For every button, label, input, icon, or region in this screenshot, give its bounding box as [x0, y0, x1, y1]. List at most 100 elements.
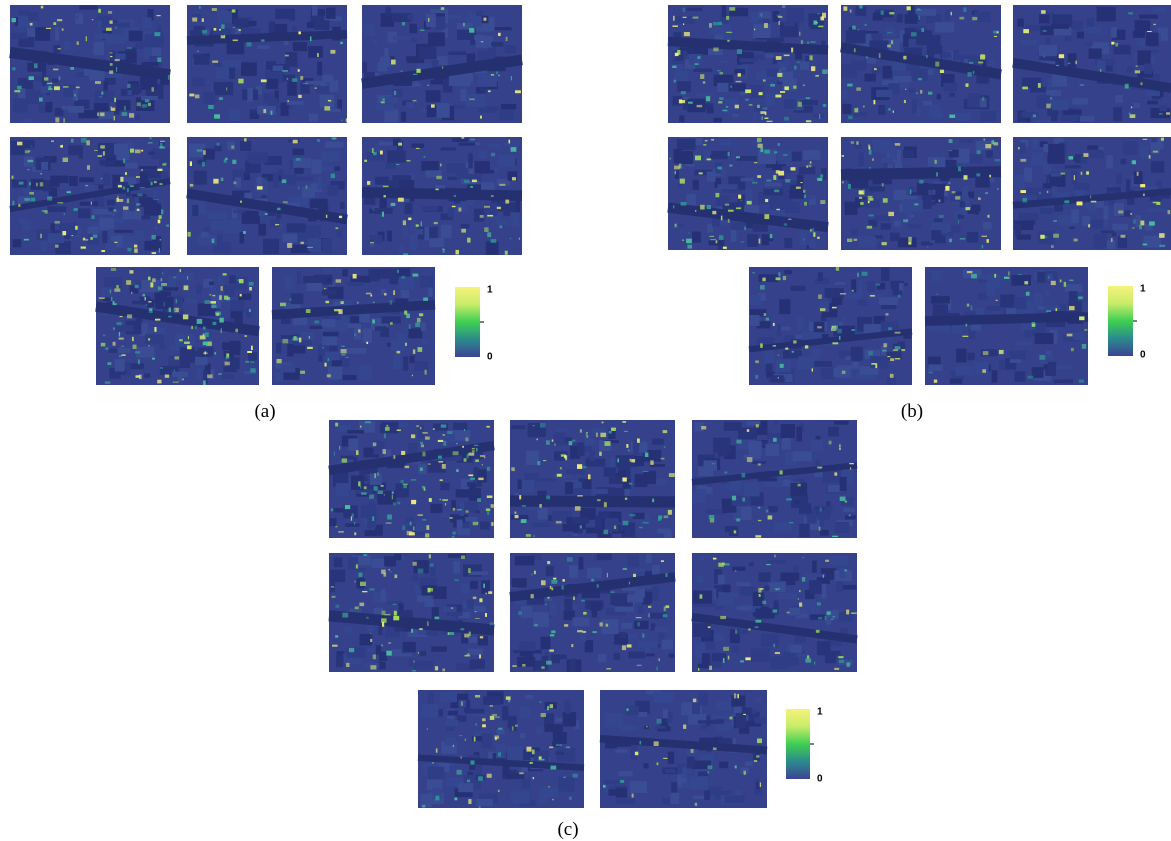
tile-texture [233, 210, 245, 213]
tile-activation [911, 32, 917, 36]
tile-texture [300, 332, 314, 340]
tile-texture [975, 178, 989, 188]
tile-texture [909, 89, 915, 93]
tile-activation [412, 375, 413, 377]
tile-activation [1075, 61, 1077, 65]
tile-activation [551, 631, 555, 634]
tile-texture [496, 730, 504, 735]
tile-activation [849, 463, 854, 464]
tile-activation [339, 216, 342, 218]
tile-activation [18, 204, 20, 207]
tile-activation [40, 234, 42, 239]
tile-activation [476, 448, 477, 452]
tile-texture [851, 347, 863, 361]
tile-texture [681, 702, 692, 715]
tile-activation [839, 444, 840, 447]
tile-texture [799, 503, 811, 514]
tile-texture [95, 33, 109, 39]
tile-activation [724, 472, 727, 474]
tile-activation [317, 53, 319, 57]
tile-texture [380, 57, 390, 67]
tile-texture [63, 41, 71, 51]
tile-activation [720, 616, 726, 619]
tile-texture [480, 521, 489, 529]
tile-texture [465, 709, 485, 714]
tile-texture [387, 150, 406, 162]
tile-texture [335, 166, 341, 171]
tile-activation [817, 467, 822, 469]
tile-activation [195, 95, 200, 99]
tile-texture [436, 103, 449, 118]
tile-activation [137, 209, 140, 211]
tile-activation [736, 518, 740, 521]
tile-activation [784, 55, 790, 57]
tile-activation [738, 195, 741, 199]
tile-texture [233, 19, 248, 28]
tile-texture [1047, 155, 1064, 164]
tile-texture [135, 114, 140, 120]
tile-texture [145, 334, 164, 343]
tile-activation [603, 785, 606, 788]
tile-texture [774, 421, 778, 425]
tile-texture [704, 790, 710, 800]
tile-texture [1072, 98, 1088, 104]
tile-texture [960, 202, 965, 208]
tile-activation [381, 485, 384, 487]
tile-activation [695, 156, 701, 161]
tile-activation [552, 799, 554, 800]
tile-texture [522, 480, 535, 492]
tile-texture [978, 280, 987, 283]
tile-texture [1015, 224, 1021, 237]
tile-texture [968, 353, 975, 361]
tile-activation [214, 352, 216, 354]
tile-activation [1022, 87, 1028, 90]
tile-activation [1056, 65, 1059, 66]
tile-activation [887, 32, 891, 33]
tile-activation [803, 84, 805, 86]
tile-texture [935, 22, 954, 32]
tile-activation [728, 210, 734, 212]
tile-texture [764, 189, 784, 196]
tile-activation [488, 90, 490, 92]
tile-texture [486, 241, 499, 255]
tile-activation [627, 644, 632, 647]
tile-texture [638, 712, 648, 717]
tile-activation [372, 516, 374, 521]
tile-activation [456, 443, 458, 444]
tile-activation [522, 664, 525, 667]
tile-activation [121, 346, 124, 348]
tile-activation [429, 554, 431, 558]
tile-activation [394, 611, 397, 616]
tile-activation [663, 758, 667, 759]
tile-texture [931, 230, 941, 240]
tile-activation [982, 236, 988, 237]
tile-activation [207, 374, 213, 378]
tile-activation [540, 423, 546, 428]
tile-activation [509, 140, 511, 144]
tile-activation [205, 332, 209, 337]
tile-activation [355, 334, 356, 336]
tile-texture [950, 379, 963, 384]
tile-activation [19, 182, 24, 185]
tile-texture [240, 141, 251, 151]
tile-activation [136, 375, 141, 378]
tile-activation [712, 463, 715, 464]
tile-activation [755, 375, 758, 379]
tile-activation [918, 78, 922, 80]
tile-activation [419, 628, 423, 630]
tile-activation [881, 10, 884, 15]
tile-activation [887, 356, 890, 357]
heatmap-tile [187, 137, 347, 255]
tile-texture [646, 554, 652, 563]
tile-activation [775, 95, 781, 98]
tile-activation [981, 54, 984, 57]
tile-activation [550, 704, 553, 708]
tile-activation [1083, 153, 1088, 157]
tile-activation [413, 562, 417, 566]
tile-texture [317, 62, 322, 76]
colorbar-gradient [455, 287, 480, 357]
tile-texture [858, 236, 875, 247]
tile-activation [92, 19, 93, 20]
tile-texture [881, 223, 891, 229]
tile-activation [53, 22, 56, 25]
